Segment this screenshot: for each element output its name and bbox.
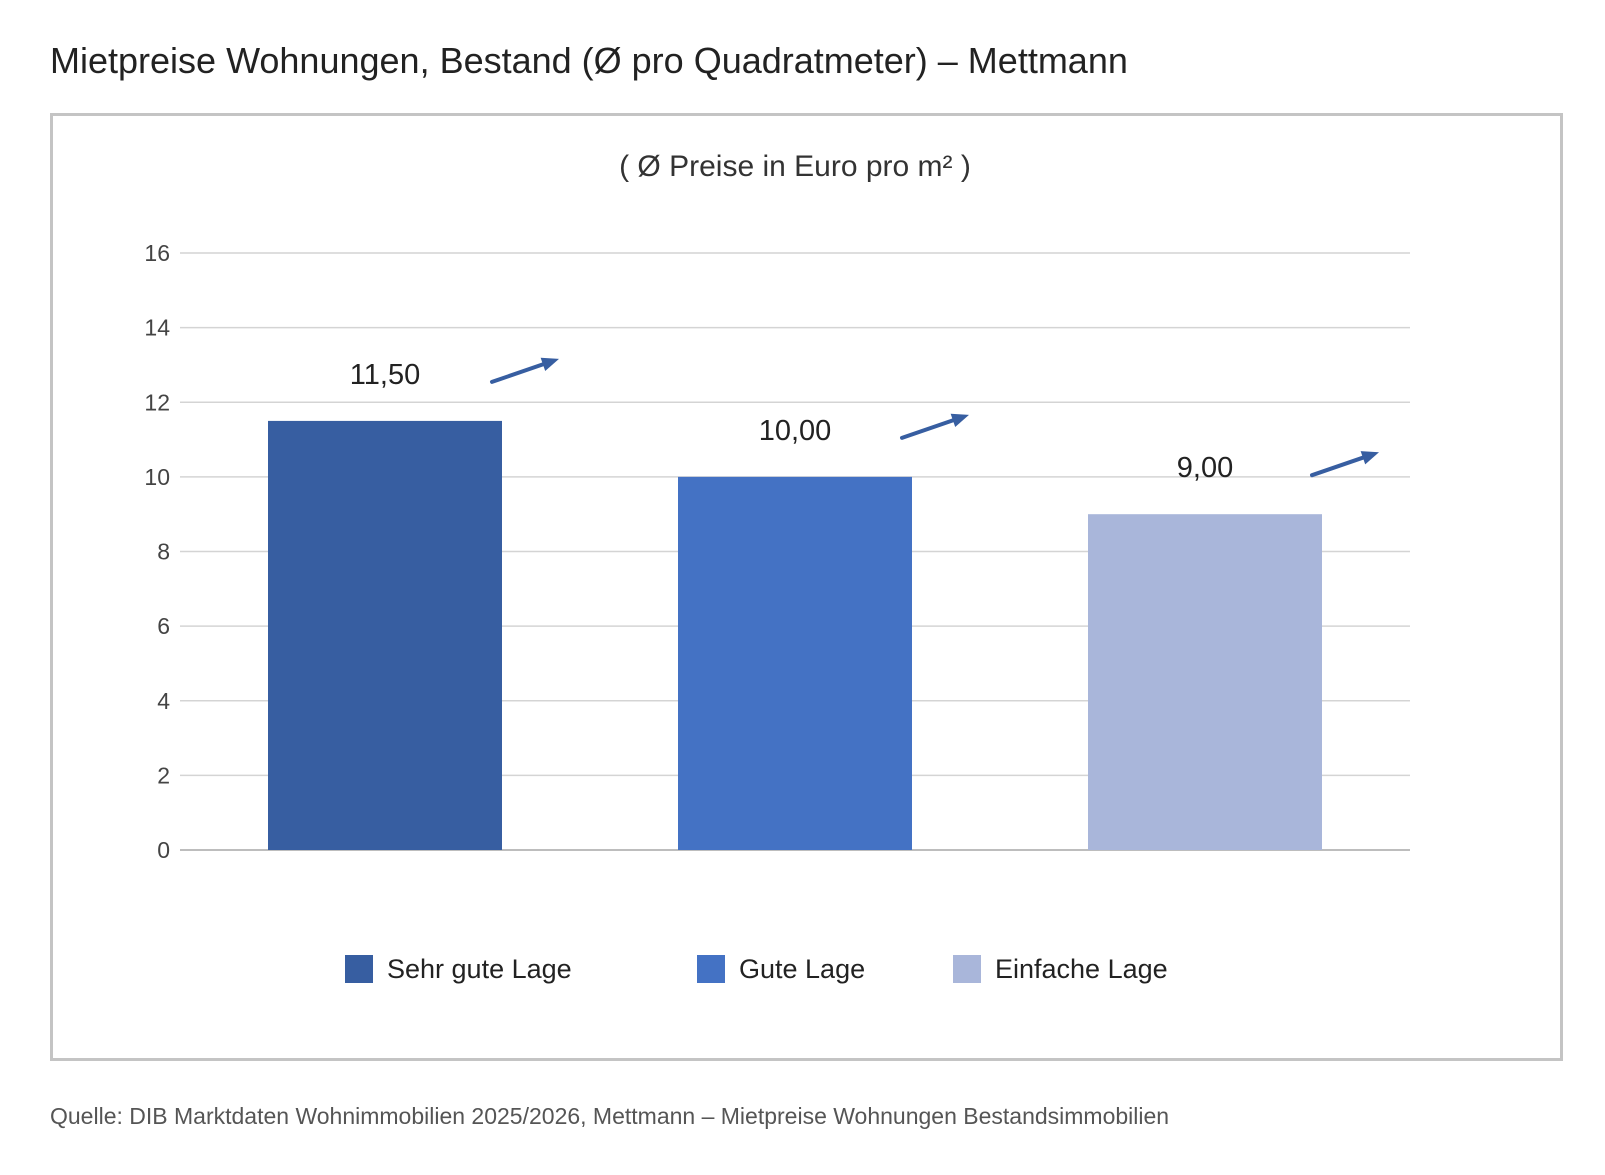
trend-arrows bbox=[490, 357, 1379, 478]
bar bbox=[268, 420, 502, 850]
legend-label: Gute Lage bbox=[739, 954, 865, 984]
legend: Sehr gute Lage Gute Lage Einfache Lage bbox=[345, 954, 1168, 984]
chart-frame: ( Ø Preise in Euro pro m² ) 0 2 4 6 8 10 12 14 1… bbox=[50, 113, 1563, 1061]
y-tick-label: 16 bbox=[144, 240, 170, 266]
y-tick-label: 4 bbox=[157, 688, 170, 714]
bar-chart: ( Ø Preise in Euro pro m² ) 0 2 4 6 8 10 12 14 1… bbox=[144, 150, 1410, 984]
page-title: Mietpreise Wohnungen, Bestand (Ø pro Qua… bbox=[50, 40, 1128, 81]
data-label: 9,00 bbox=[1177, 452, 1233, 484]
y-tick-label: 2 bbox=[157, 762, 170, 788]
chart-subtitle: ( Ø Preise in Euro pro m² ) bbox=[619, 150, 971, 183]
source-note: Quelle: DIB Marktdaten Wohnimmobilien 20… bbox=[50, 1103, 1170, 1129]
y-tick-label: 6 bbox=[157, 613, 170, 639]
data-label: 10,00 bbox=[759, 415, 832, 447]
legend-label: Einfache Lage bbox=[995, 954, 1168, 984]
y-tick-label: 10 bbox=[144, 464, 170, 490]
y-axis-ticks: 0 2 4 6 8 10 12 14 16 bbox=[144, 240, 170, 863]
trend-arrow-up-icon bbox=[900, 413, 969, 440]
trend-arrow-up-icon bbox=[1310, 451, 1379, 478]
legend-swatch bbox=[953, 955, 981, 983]
legend-swatch bbox=[345, 955, 373, 983]
trend-arrow-up-icon bbox=[490, 357, 559, 384]
y-tick-label: 0 bbox=[157, 837, 170, 863]
data-labels: 11,50 10,00 9,00 bbox=[350, 359, 1233, 484]
y-tick-label: 12 bbox=[144, 389, 170, 415]
data-label: 11,50 bbox=[350, 359, 420, 391]
bar bbox=[1088, 514, 1322, 850]
bar bbox=[678, 476, 912, 850]
bars bbox=[268, 420, 1322, 850]
legend-swatch bbox=[697, 955, 725, 983]
legend-label: Sehr gute Lage bbox=[387, 954, 572, 984]
y-tick-label: 8 bbox=[157, 539, 170, 565]
y-tick-label: 14 bbox=[144, 315, 170, 341]
